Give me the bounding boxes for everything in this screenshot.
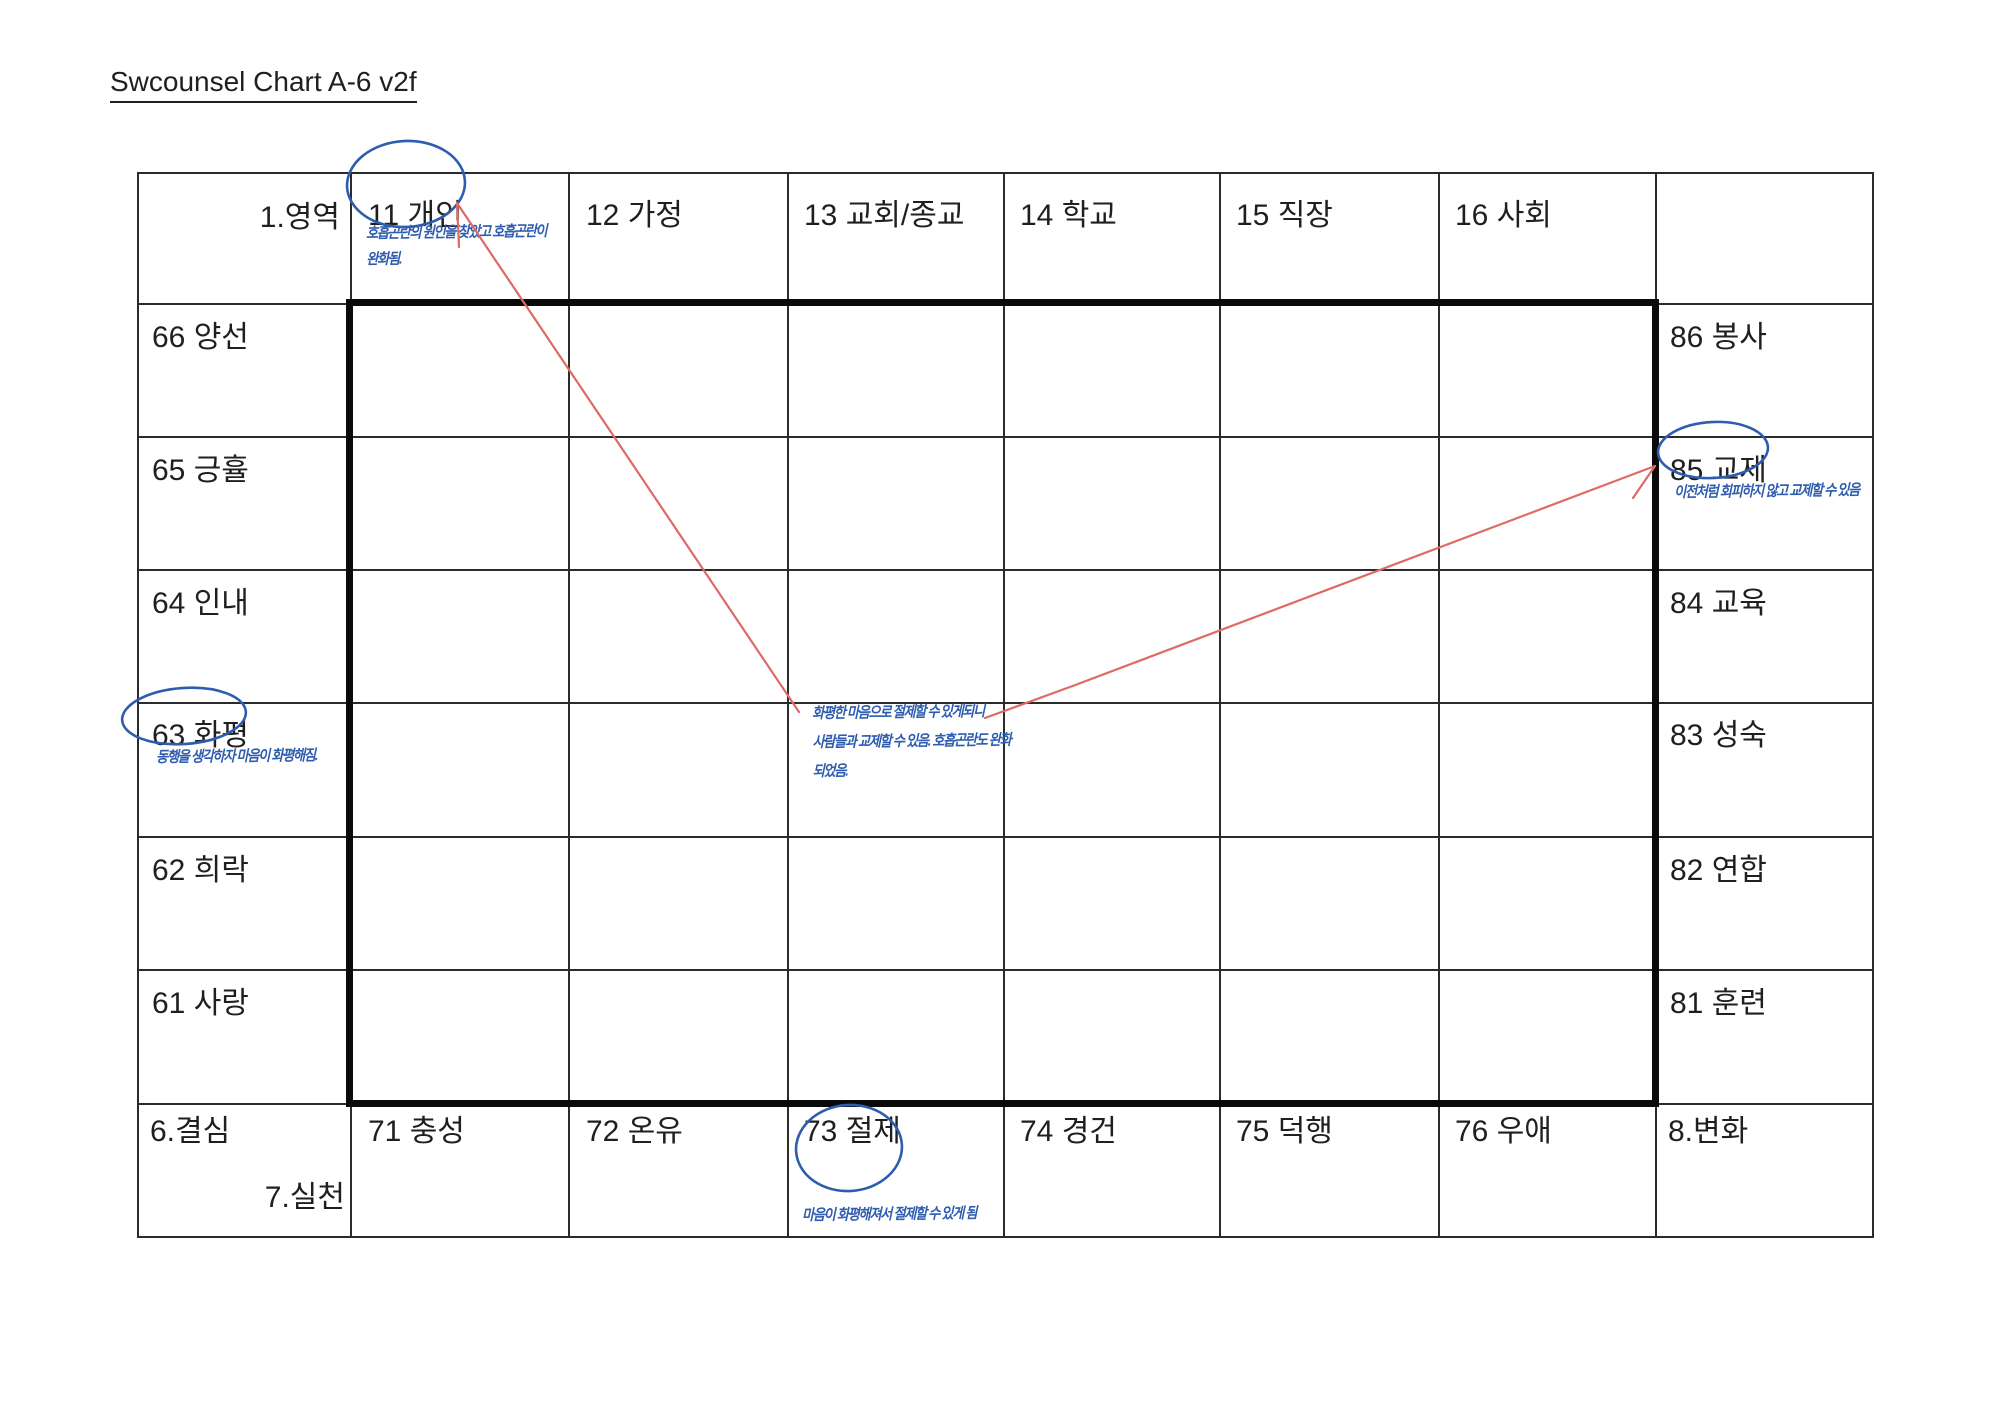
grid-vline (137, 172, 139, 1238)
bottom-cell-71-loyalty: 71 충성 (368, 1115, 465, 1148)
note-line: 이전처럼 회피하지 않고 교제할 수 있음 (1674, 481, 1860, 501)
bottom-cell-72-gentleness: 72 온유 (586, 1115, 683, 1148)
header-cell-15-workplace: 15 직장 (1236, 199, 1333, 232)
row-label-65-mercy: 65 긍휼 (152, 454, 249, 487)
row-label-66-goodness: 66 양선 (152, 321, 249, 354)
note-line: 화평한 마음으로 절제할 수 있게되니 (812, 702, 984, 722)
bottom-cell-75-virtue: 75 덕행 (1236, 1115, 1333, 1148)
grid-vline (1872, 172, 1874, 1238)
note-line: 마음이 화평해져서 절제할 수 있게 됨 (802, 1204, 977, 1224)
grid-hline (137, 1236, 1874, 1238)
bottom-practice-label: 7.실천 (264, 1181, 345, 1214)
grid-hline (137, 969, 1874, 971)
bottom-cell-74-godliness: 74 경건 (1020, 1115, 1117, 1148)
header-cell-12-family: 12 가정 (586, 199, 683, 232)
header-cell-16-society: 16 사회 (1455, 199, 1552, 232)
note-line: 호흡곤란의 원인을 찾았고 호흡곤란이 (366, 222, 547, 242)
row-label-84-education: 84 교육 (1670, 587, 1767, 620)
row-label-82-union: 82 연합 (1670, 854, 1767, 887)
bottom-cell-76-brotherhood: 76 우애 (1455, 1115, 1552, 1148)
handwritten-note-center: 화평한 마음으로 절제할 수 있게되니 사람들과 교제할 수 있음. 호흡곤란도… (812, 697, 1011, 786)
header-cell-13-church: 13 교회/종교 (804, 199, 965, 232)
row-label-81-training: 81 훈련 (1670, 987, 1767, 1020)
bottom-cell-73-temperance: 73 절제 (804, 1115, 901, 1148)
header-area-label: 1.영역 (259, 201, 340, 234)
grid-hline (137, 172, 1874, 174)
row-label-64-patience: 64 인내 (152, 587, 249, 620)
handwritten-note-peace: 동행을 생각하자 마음이 화평해짐. (156, 743, 317, 771)
row-label-61-love: 61 사랑 (152, 987, 249, 1020)
note-line: 완화됨. (366, 250, 402, 268)
note-line: 되었음. (812, 762, 848, 780)
handwritten-note-fellowship: 이전처럼 회피하지 않고 교제할 수 있음 (1674, 478, 1859, 506)
document-title: Swcounsel Chart A-6 v2f (110, 66, 417, 103)
row-label-86-service: 86 봉사 (1670, 321, 1767, 354)
grid-hline (137, 836, 1874, 838)
note-line: 사람들과 교제할 수 있음. 호흡곤란도 완화 (812, 731, 1011, 751)
row-label-62-joy: 62 희락 (152, 854, 249, 887)
row-label-83-maturity: 83 성숙 (1670, 719, 1767, 752)
note-line: 동행을 생각하자 마음이 화평해짐. (156, 747, 318, 766)
bottom-decision-label: 6.결심 (150, 1115, 231, 1148)
header-cell-14-school: 14 학교 (1020, 199, 1117, 232)
handwritten-note-temperance: 마음이 화평해져서 절제할 수 있게 됨 (802, 1201, 976, 1229)
handwritten-note-personal: 호흡곤란의 원인을 찾았고 호흡곤란이 완화됨. (366, 219, 547, 273)
grid-hline (137, 436, 1874, 438)
bottom-change-label: 8.변화 (1668, 1115, 1749, 1148)
